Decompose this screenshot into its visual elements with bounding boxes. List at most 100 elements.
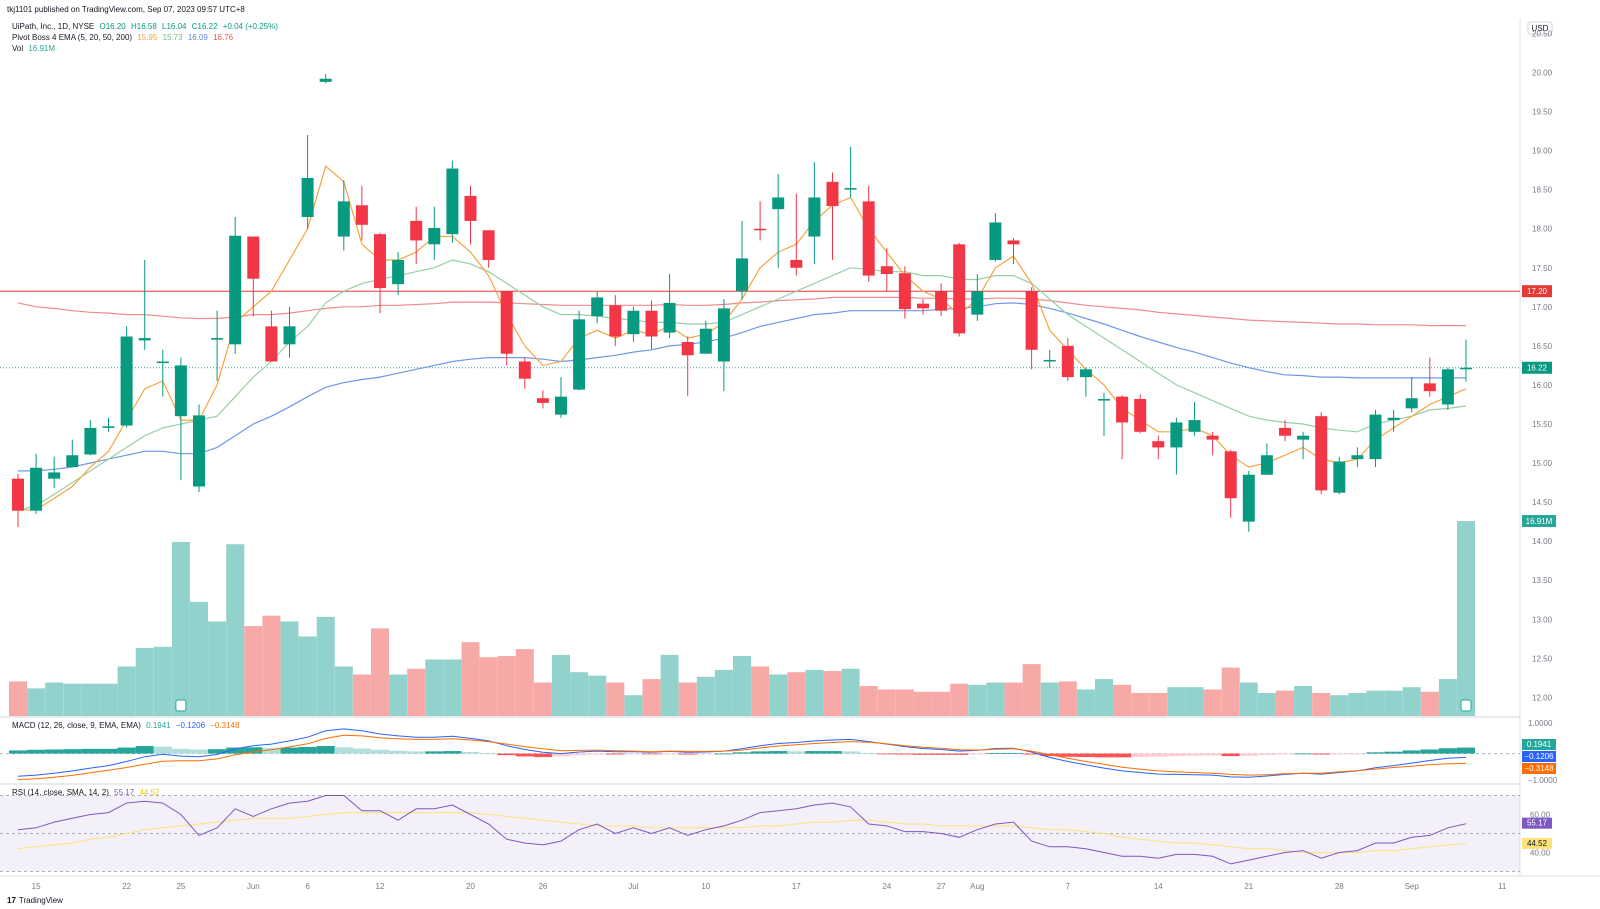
volume-bar [1312, 692, 1331, 716]
candle-body [48, 472, 61, 479]
candle-body [717, 308, 730, 362]
last-price-label: 16.22 [1527, 364, 1548, 373]
macd-histogram-bar [1438, 748, 1457, 754]
time-tick-label: 15 [32, 882, 41, 891]
macd-histogram-bar [135, 746, 154, 754]
macd-histogram-bar [298, 746, 317, 754]
macd-value-tag [1522, 751, 1556, 762]
candle-body [138, 338, 151, 341]
macd-histogram-bar [81, 748, 100, 754]
time-tick-label: 20 [466, 882, 475, 891]
macd-signal-value: −0.3148 [210, 721, 240, 730]
macd-histogram-bar [226, 747, 245, 754]
rsi-title[interactable]: RSI (14, close, SMA, 14, 2) [12, 788, 109, 797]
volume-bar [1294, 686, 1313, 716]
macd-histogram-bar [1058, 753, 1077, 757]
volume-bar [226, 544, 245, 716]
candle-body [645, 310, 658, 337]
candle-body [880, 266, 893, 275]
rsi-value-tag [1522, 837, 1552, 849]
rsi-line [17, 795, 1467, 865]
candle-body [1098, 398, 1110, 401]
candle-body [844, 188, 857, 190]
candle-body [1079, 369, 1092, 378]
macd-title[interactable]: MACD (12, 26, close, 9, EMA, EMA) [12, 721, 141, 730]
volume-bar [1058, 681, 1077, 716]
macd-histogram-bar [859, 752, 878, 754]
macd-histogram-bar [1022, 753, 1041, 755]
volume-bar [443, 659, 462, 716]
candle-body [355, 205, 368, 225]
time-tick-label: 6 [305, 882, 310, 891]
macd-tick-bottom: −1.0000 [1528, 776, 1558, 785]
macd-histogram-bar [696, 753, 715, 755]
volume-bar [9, 681, 27, 716]
macd-histogram-bar [877, 753, 896, 755]
legend-ema-row: Pivot Boss 4 EMA (5, 20, 50, 200) 15.95 … [12, 33, 236, 42]
volume-bar [660, 654, 679, 716]
candle-body [500, 291, 513, 354]
macd-histogram-bar [153, 746, 172, 754]
candle-body [265, 326, 278, 362]
ema20-line [17, 259, 1467, 511]
macd-histogram-bar [443, 751, 462, 754]
volume-bar [135, 647, 154, 716]
macd-histogram-bar [208, 749, 227, 754]
volume-bar [968, 684, 987, 716]
macd-histogram-bar [370, 749, 390, 754]
candle-body [971, 291, 984, 315]
ema-title[interactable]: Pivot Boss 4 EMA (5, 20, 50, 200) [12, 33, 133, 42]
candle-body [609, 305, 622, 337]
rsi-value-tag [1522, 817, 1552, 829]
candle-body [989, 222, 1002, 260]
price-tick-label: 12.00 [1532, 693, 1553, 702]
volume-bar [805, 669, 824, 716]
time-tick-label: 28 [1335, 882, 1344, 891]
macd-histogram-bar [1149, 753, 1168, 757]
macd-histogram-bar [932, 753, 951, 755]
candle-body [790, 259, 803, 268]
macd-histogram-bar [1330, 753, 1349, 755]
macd-histogram-bar [1094, 753, 1114, 758]
volume-bar [1040, 682, 1059, 716]
macd-line [17, 728, 1467, 778]
legend-macd-row: MACD (12, 26, close, 9, EMA, EMA) 0.1941… [12, 721, 242, 730]
macd-histogram-bar [950, 753, 969, 755]
macd-histogram-bar [714, 753, 733, 755]
volume-bar [81, 683, 100, 716]
candle-body [66, 455, 79, 467]
macd-histogram-bar [732, 752, 752, 754]
volume-bar [262, 615, 281, 716]
candle-body [826, 181, 839, 207]
macd-histogram-bar [8, 750, 28, 754]
candle-body [917, 303, 929, 309]
candle-body [1460, 367, 1472, 370]
volume-bar [1276, 690, 1294, 716]
candle-body [1061, 345, 1074, 378]
vol-value: 16.91M [28, 44, 56, 53]
time-tick-label: 11 [1498, 882, 1507, 891]
macd-histogram-bar [280, 747, 299, 754]
price-tick-label: 17.50 [1532, 264, 1553, 273]
ohlc-high: H16.58 [130, 22, 157, 31]
volume-bar [1149, 692, 1168, 716]
price-tick-label: 12.50 [1532, 654, 1553, 663]
candle-body [1116, 396, 1129, 423]
volume-bar [751, 666, 770, 716]
ema200-value: 16.76 [213, 33, 234, 42]
volume-bar [1438, 679, 1457, 716]
tradingview-logo-icon: 17 [7, 896, 16, 905]
symbol-name[interactable]: UiPath, Inc., 1D, NYSE [12, 22, 95, 31]
vol-title[interactable]: Vol [12, 44, 24, 53]
earnings-marker-icon [1460, 699, 1472, 712]
currency-box [1527, 21, 1553, 35]
macd-histogram-bar [1239, 753, 1258, 756]
price-tick-label: 19.00 [1532, 147, 1553, 156]
rsi-tick-40: 40.00 [1530, 849, 1551, 858]
time-tick-label: Sep [1405, 882, 1420, 891]
volume-bar [570, 672, 589, 716]
time-tick-label: 21 [1244, 882, 1253, 891]
price-tick-label: 14.00 [1532, 537, 1553, 546]
volume-bar [63, 683, 82, 716]
